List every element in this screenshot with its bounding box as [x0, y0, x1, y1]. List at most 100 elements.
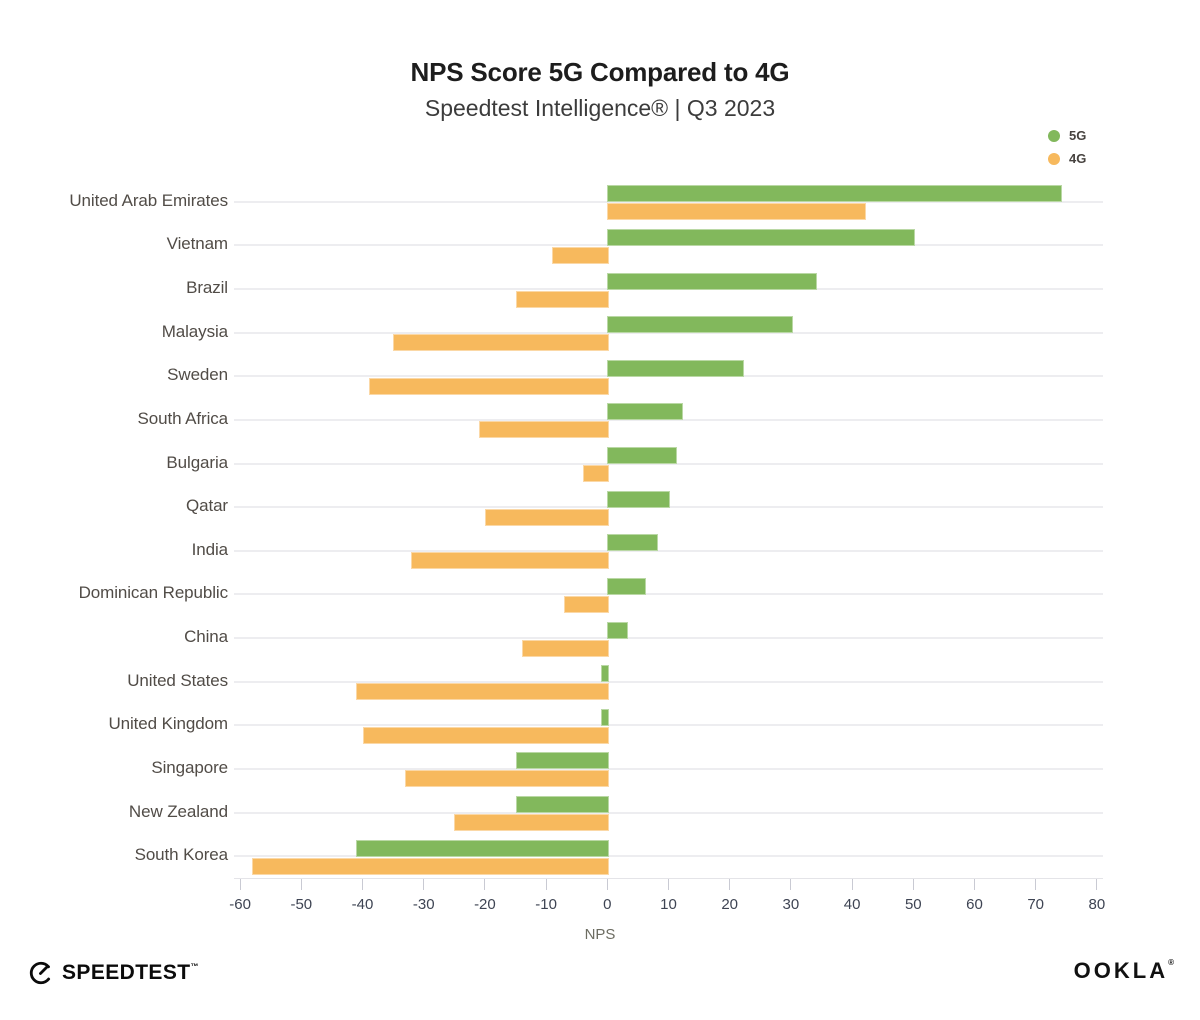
legend-dot-4g [1048, 152, 1060, 165]
category-gridline [234, 811, 1103, 814]
category-label-united-kingdom: United Kingdom [108, 714, 228, 734]
bar-4g-dominican-republic [564, 595, 610, 613]
bar-5g-qatar [607, 490, 671, 508]
x-tick-label: 80 [1088, 896, 1106, 913]
category-label-dominican-republic: Dominican Republic [78, 583, 228, 603]
bar-4g-sweden [368, 377, 610, 395]
chart-subtitle: Speedtest Intelligence® | Q3 2023 [424, 95, 776, 121]
x-tick-label: 0 [603, 896, 612, 913]
bar-4g-india [411, 552, 610, 570]
x-tick-mark [300, 879, 302, 890]
category-label-new-zealand: New Zealand [128, 801, 228, 821]
bar-5g-sweden [607, 359, 744, 377]
category-label-malaysia: Malaysia [161, 321, 228, 341]
category-label-india: India [191, 539, 228, 559]
category-gridline [234, 637, 1103, 640]
legend: 5G 4G [1048, 124, 1086, 170]
x-tick-label: -50 [290, 896, 313, 913]
trademark-symbol: ™ [190, 962, 199, 971]
category-label-brazil: Brazil [186, 278, 228, 298]
legend-dot-5g [1048, 129, 1060, 142]
bar-5g-brazil [607, 272, 818, 290]
category-gridline [234, 593, 1103, 596]
bar-4g-china [521, 639, 610, 657]
x-axis-title: NPS [584, 926, 616, 943]
bar-5g-united-arab-emirates [607, 185, 1063, 203]
ookla-logo: OOKLA® [1073, 958, 1174, 983]
x-tick-label: 20 [721, 896, 739, 913]
category-label-south-korea: South Korea [134, 845, 229, 865]
x-tick-label: 30 [782, 896, 800, 913]
bar-4g-united-states [356, 683, 610, 701]
bar-5g-south-korea [356, 839, 610, 857]
category-label-qatar: Qatar [185, 496, 228, 516]
x-tick-mark [668, 879, 669, 890]
x-tick-label: -30 [412, 896, 435, 913]
bar-4g-united-arab-emirates [607, 203, 867, 221]
x-tick-label: 60 [966, 896, 983, 913]
speedtest-wordmark: SPEEDTEST™ [62, 961, 199, 984]
x-tick-mark [790, 879, 792, 890]
speedtest-logo: SPEEDTEST™ [28, 960, 199, 986]
x-tick-mark [1096, 879, 1098, 890]
x-tick-mark [851, 879, 853, 890]
bar-5g-south-africa [607, 403, 683, 421]
x-tick-mark [484, 879, 486, 890]
bar-4g-vietnam [552, 246, 610, 264]
bar-5g-singapore [515, 752, 610, 770]
x-axis-line [234, 878, 1103, 879]
x-tick-mark [1035, 879, 1037, 890]
x-tick-mark [729, 879, 731, 890]
chart-title: NPS Score 5G Compared to 4G [410, 57, 790, 87]
bar-5g-malaysia [607, 316, 793, 334]
category-label-singapore: Singapore [151, 757, 228, 777]
category-gridline [234, 680, 1103, 683]
bar-4g-united-kingdom [362, 726, 610, 744]
legend-item-5g: 5G [1048, 124, 1086, 147]
bar-5g-india [607, 534, 659, 552]
category-gridline [234, 767, 1103, 770]
category-label-china: China [184, 627, 228, 647]
x-tick-mark [973, 879, 975, 890]
bar-5g-china [607, 621, 628, 639]
category-label-sweden: Sweden [167, 365, 228, 385]
bar-4g-qatar [484, 508, 610, 526]
category-label-united-arab-emirates: United Arab Emirates [69, 190, 228, 210]
x-tick-label: 70 [1027, 896, 1045, 913]
x-tick-label: -10 [535, 896, 557, 913]
x-tick-mark [545, 879, 547, 890]
x-tick-label: 10 [660, 896, 677, 913]
bar-5g-dominican-republic [607, 577, 646, 595]
bar-5g-bulgaria [607, 447, 677, 465]
x-tick-mark [423, 879, 425, 890]
x-tick-label: -60 [229, 896, 251, 913]
x-tick-label: -40 [351, 896, 374, 913]
category-gridline [234, 549, 1103, 552]
bar-5g-united-states [601, 665, 610, 683]
bar-4g-brazil [515, 290, 610, 308]
legend-label: 4G [1069, 151, 1087, 166]
category-label-bulgaria: Bulgaria [166, 452, 228, 472]
x-tick-mark [606, 879, 608, 890]
bar-5g-vietnam [607, 228, 916, 246]
bar-5g-new-zealand [515, 796, 610, 814]
bar-4g-south-africa [478, 421, 610, 439]
category-label-united-states: United States [127, 670, 228, 690]
category-label-south-africa: South Africa [137, 408, 229, 428]
bar-4g-bulgaria [582, 465, 610, 483]
category-label-vietnam: Vietnam [166, 234, 228, 254]
x-tick-label: 50 [904, 896, 922, 913]
category-gridline [234, 724, 1103, 727]
registered-symbol: ® [1168, 958, 1174, 967]
legend-label: 5G [1069, 128, 1087, 143]
x-tick-mark [912, 879, 914, 890]
bar-4g-new-zealand [454, 814, 610, 832]
x-tick-mark [239, 879, 241, 890]
legend-item-4g: 4G [1048, 147, 1086, 170]
category-gridline [234, 855, 1103, 858]
bar-4g-south-korea [252, 857, 610, 875]
bar-4g-malaysia [393, 334, 610, 352]
x-tick-label: 40 [843, 896, 861, 913]
x-tick-label: -20 [474, 896, 496, 913]
